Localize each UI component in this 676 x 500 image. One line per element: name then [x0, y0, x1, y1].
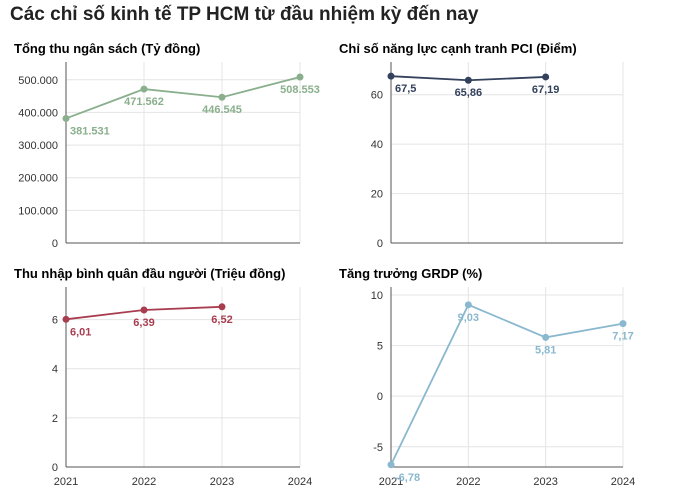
grdp-data-label-2022: 9,03 [458, 312, 479, 324]
budget-point-2024 [296, 73, 304, 81]
budget-series-line [65, 76, 301, 120]
pci-ytick-label: 60 [371, 90, 383, 102]
grdp-ytick-label: 0 [377, 391, 383, 403]
grdp-data-label-2021: -6,78 [395, 472, 420, 484]
income-point-2022 [140, 306, 148, 314]
grdp-ytick-label: -5 [373, 442, 383, 454]
pci-ytick-label: 40 [371, 139, 383, 151]
budget-ytick-label: 300.000 [18, 140, 58, 152]
grdp-data-label-2024: 7,17 [612, 331, 633, 343]
pci-ytick-label: 20 [371, 189, 383, 201]
grdp-point-2023 [542, 333, 550, 341]
income-xtick-label: 2024 [288, 476, 312, 488]
grdp-xtick-label: 2021 [379, 476, 403, 488]
income-xtick-label: 2023 [210, 476, 234, 488]
pci-ytick-label: 0 [377, 238, 383, 250]
budget-ytick-label: 100.000 [18, 205, 58, 217]
income-ytick-label: 0 [52, 462, 58, 474]
pci-data-label-2023: 67,19 [532, 84, 560, 96]
grdp-series-line [390, 303, 624, 466]
budget-ytick-label: 0 [52, 238, 58, 250]
budget-data-label-2022: 471.562 [124, 96, 164, 108]
budget-data-label-2023: 446.545 [202, 104, 242, 116]
budget-ytick-label: 400.000 [18, 107, 58, 119]
pci-point-2023 [542, 73, 550, 81]
grdp-ytick-label: 10 [371, 290, 383, 302]
grdp-point-2022 [464, 301, 472, 309]
grdp-point-2024 [619, 320, 627, 328]
budget-point-2022 [140, 85, 148, 93]
grdp-xtick-label: 2023 [533, 476, 557, 488]
budget-data-label-2021: 381.531 [70, 125, 110, 137]
income-data-label-2023: 6,52 [211, 314, 232, 326]
grdp-xtick-label: 2024 [611, 476, 635, 488]
income-point-2023 [218, 303, 226, 311]
income-point-2021 [62, 315, 70, 323]
pci-point-2022 [464, 76, 472, 84]
page-title: Các chỉ số kinh tế TP HCM từ đầu nhiệm k… [10, 4, 479, 25]
income-data-label-2021: 6,01 [70, 326, 91, 338]
budget-ytick-label: 500.000 [18, 75, 58, 87]
pci-data-label-2021: 67,5 [395, 83, 416, 95]
income-ytick-label: 2 [52, 413, 58, 425]
income-chart-title: Thu nhập bình quân đầu người (Triệu đồng… [14, 266, 286, 281]
grdp-xtick-label: 2022 [456, 476, 480, 488]
income-ytick-label: 6 [52, 315, 58, 327]
income-ytick-label: 4 [52, 364, 58, 376]
grdp-chart-title: Tăng trưởng GRDP (%) [339, 266, 483, 281]
budget-data-label-2024: 508.553 [280, 84, 320, 96]
grdp-ytick-label: 5 [377, 341, 383, 353]
pci-data-label-2022: 65,86 [455, 87, 483, 99]
grdp-data-label-2023: 5,81 [535, 344, 556, 356]
income-xtick-label: 2021 [54, 476, 78, 488]
budget-chart-title: Tổng thu ngân sách (Tỷ đồng) [14, 41, 201, 56]
budget-point-2023 [218, 93, 226, 101]
income-xtick-label: 2022 [132, 476, 156, 488]
income-data-label-2022: 6,39 [133, 317, 154, 329]
grdp-point-2021 [387, 461, 395, 469]
pci-chart-title: Chỉ số năng lực cạnh tranh PCI (Điểm) [339, 41, 577, 56]
pci-point-2021 [387, 72, 395, 80]
budget-point-2021 [62, 114, 70, 122]
budget-ytick-label: 200.000 [18, 173, 58, 185]
